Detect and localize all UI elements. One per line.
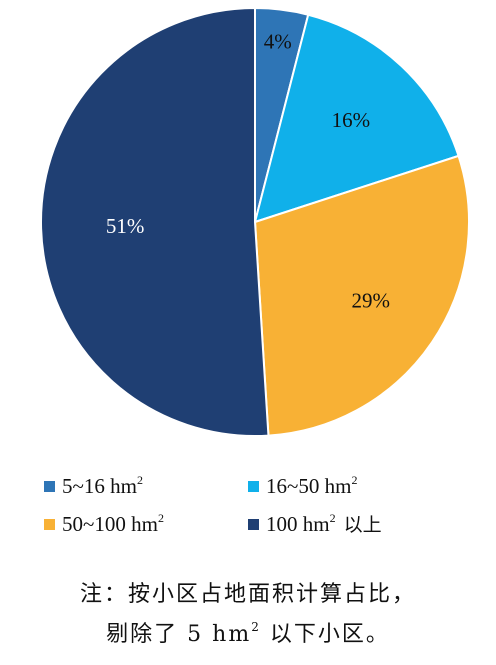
pie-label-16-50: 16% xyxy=(332,108,371,132)
pie-chart: 4% 16% 29% 51% xyxy=(40,6,470,437)
legend-label-5-16: 5~16 hm2 xyxy=(62,473,143,498)
pie-label-50-100: 29% xyxy=(352,289,391,313)
legend: 5~16 hm2 16~50 hm2 50~100 hm2 100 hm2 以上 xyxy=(0,462,496,552)
legend-swatch-100-plus xyxy=(248,519,259,530)
note-line-1: 注：按小区占地面积计算占比， xyxy=(79,582,416,607)
pie-slice-50-100 xyxy=(253,154,470,437)
note-line-2-sup: 2 xyxy=(251,620,261,634)
note-line-2: 剔除了 5 hm2 以下小区。 xyxy=(0,615,496,655)
pie-slices xyxy=(40,6,470,437)
note-line-2-prefix: 剔除了 5 hm xyxy=(106,622,252,647)
legend-label-suffix: 以上 xyxy=(343,514,382,536)
legend-swatch-50-100 xyxy=(44,519,55,530)
legend-item-100-plus: 100 hm2 以上 xyxy=(248,511,382,536)
pie-label-5-16: 4% xyxy=(264,29,292,53)
chart-note: 注：按小区占地面积计算占比， 剔除了 5 hm2 以下小区。 xyxy=(0,575,496,655)
pie-data-labels: 4% 16% 29% 51% xyxy=(106,29,390,312)
pie-label-100-plus: 51% xyxy=(106,214,145,238)
note-line-2-suffix: 以下小区。 xyxy=(260,622,390,647)
legend-item-5-16: 5~16 hm2 xyxy=(44,473,143,498)
legend-swatch-16-50 xyxy=(248,481,259,492)
legend-label-16-50: 16~50 hm2 xyxy=(266,473,358,498)
legend-item-50-100: 50~100 hm2 xyxy=(44,511,164,536)
legend-swatch-5-16 xyxy=(44,481,55,492)
legend-item-16-50: 16~50 hm2 xyxy=(248,473,358,498)
legend-label-100-plus: 100 hm2 以上 xyxy=(266,511,382,536)
pie-slice-100-plus xyxy=(40,6,270,437)
pie-slice-16-50 xyxy=(253,13,460,224)
legend-label-50-100: 50~100 hm2 xyxy=(62,511,164,536)
